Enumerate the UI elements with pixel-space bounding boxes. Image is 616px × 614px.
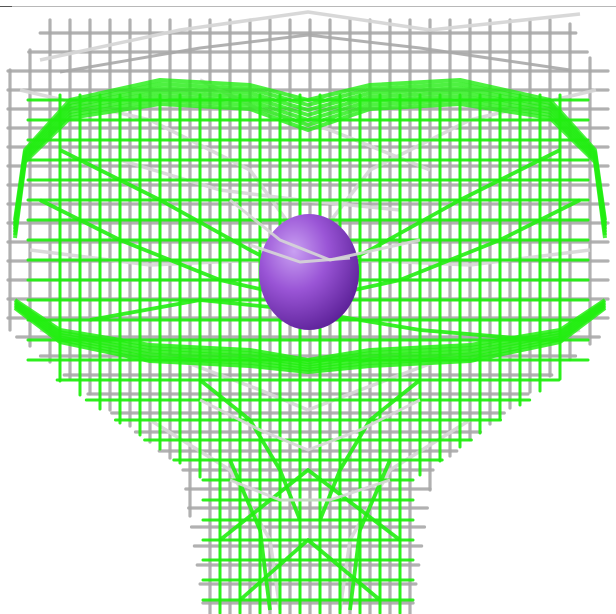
green-lower-band xyxy=(13,304,607,372)
green-sweep-strut xyxy=(198,378,302,521)
grey-crown-edge xyxy=(59,33,571,74)
green-lower-band xyxy=(13,298,607,362)
green-lower-band xyxy=(13,306,607,374)
grey-crown-edge xyxy=(39,10,581,62)
green-sweep-strut xyxy=(238,538,382,602)
front-grey-strand xyxy=(229,478,391,502)
green-rim-band xyxy=(13,102,607,239)
green-sweep-strut xyxy=(218,468,402,542)
green-sweep-strut xyxy=(318,378,422,521)
front-grey-strand xyxy=(249,243,351,264)
green-wireframe-mesh xyxy=(13,78,607,614)
purple-sphere xyxy=(259,214,359,330)
viewport-top-border xyxy=(0,6,616,7)
viewport-corner-mark xyxy=(0,6,12,7)
front-wireframe-strands xyxy=(199,198,421,502)
front-grey-strand xyxy=(199,398,421,452)
green-lower-band xyxy=(13,303,607,370)
front-grey-strand xyxy=(229,198,421,262)
